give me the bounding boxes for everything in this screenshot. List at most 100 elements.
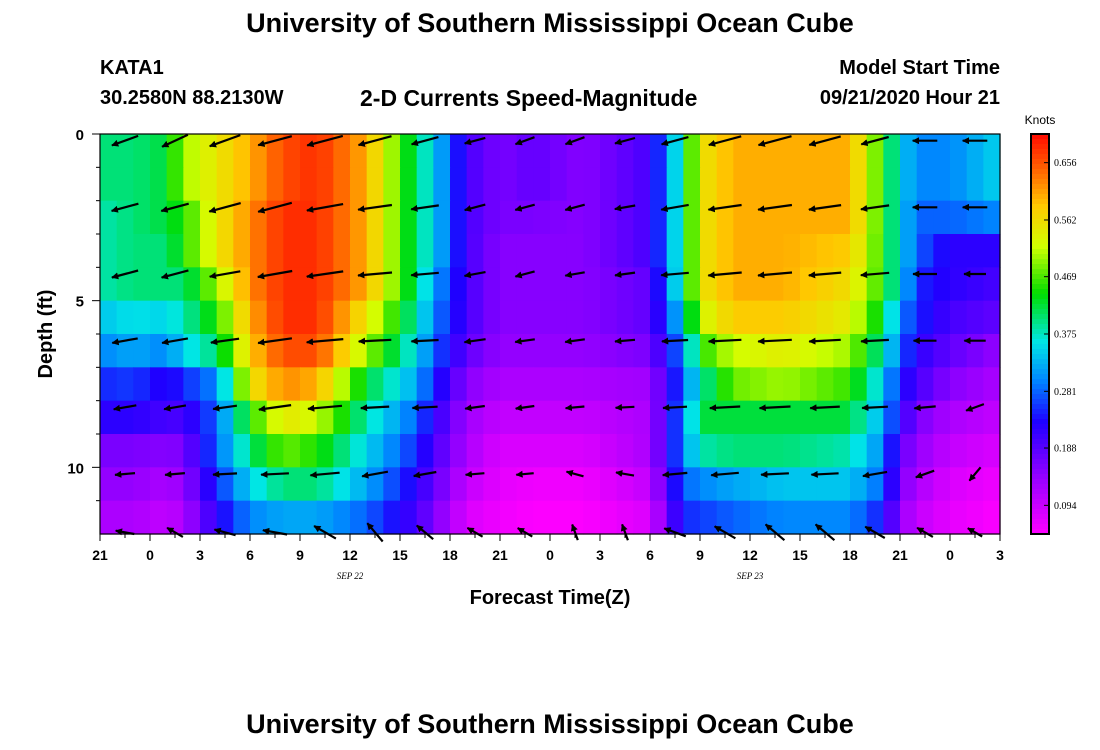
current-vector	[464, 203, 486, 212]
heatmap-cell	[283, 500, 301, 535]
current-vector	[757, 271, 793, 279]
heatmap-cell	[400, 467, 418, 502]
heatmap-cell	[116, 234, 134, 268]
heatmap-cell	[650, 300, 668, 335]
heatmap-cell	[100, 267, 118, 302]
current-vector	[713, 525, 736, 540]
current-vector	[620, 523, 629, 541]
heatmap-cell	[583, 300, 601, 335]
heatmap-cell	[416, 267, 434, 302]
heatmap-cell	[633, 234, 651, 268]
heatmap-cell	[116, 500, 134, 535]
heatmap-cell	[333, 367, 351, 402]
heatmap-cell	[400, 267, 418, 302]
date-label: SEP 22	[337, 571, 364, 581]
current-vector	[514, 270, 535, 279]
heatmap-cell	[233, 234, 251, 268]
heatmap-cell	[200, 367, 218, 402]
heatmap-cell	[150, 500, 168, 535]
heatmap-cell	[566, 167, 584, 202]
heatmap-cell	[850, 467, 868, 502]
heatmap-cell	[766, 200, 784, 235]
heatmap-cell	[400, 234, 418, 268]
heatmap-cell	[783, 200, 801, 235]
heatmap-cell	[683, 234, 701, 268]
heatmap-cell	[766, 334, 784, 368]
heatmap-cell	[950, 234, 968, 268]
heatmap-cell	[183, 500, 201, 535]
heatmap-cell	[216, 300, 234, 335]
heatmap-cell	[900, 434, 918, 468]
colorbar-segment	[1031, 444, 1049, 450]
heatmap-cell	[650, 200, 668, 235]
heatmap-cell	[883, 234, 901, 268]
colorbar-segment	[1031, 224, 1049, 230]
heatmap-cell	[683, 467, 701, 502]
current-vector	[309, 471, 340, 479]
heatmap-cell	[383, 167, 401, 202]
heatmap-cell	[500, 500, 518, 535]
current-vector	[710, 471, 739, 479]
heatmap-cell	[266, 400, 284, 435]
heatmap-cell	[600, 434, 618, 468]
current-vector	[758, 404, 791, 412]
colorbar-segment	[1031, 459, 1049, 465]
x-tick-label: 3	[996, 547, 1004, 563]
heatmap-cell	[616, 234, 634, 268]
heatmap-cell	[133, 434, 151, 468]
heatmap-cell	[300, 367, 318, 402]
colorbar-segment	[1031, 394, 1049, 400]
colorbar-segment	[1031, 144, 1049, 150]
heatmap-cell	[666, 334, 684, 368]
heatmap-cell	[700, 134, 718, 168]
heatmap-cell	[550, 334, 568, 368]
heatmap-cell	[866, 500, 884, 535]
heatmap-cell	[383, 500, 401, 535]
colorbar-segment	[1031, 469, 1049, 475]
heatmap-cell	[366, 167, 384, 202]
heatmap-cell	[650, 500, 668, 535]
colorbar-segment	[1031, 204, 1049, 210]
colorbar-segment	[1031, 304, 1049, 310]
heatmap-cell	[933, 334, 951, 368]
heatmap-cell	[316, 167, 334, 202]
heatmap-cell	[166, 234, 184, 268]
heatmap-cell	[516, 234, 534, 268]
heatmap-cell	[716, 300, 734, 335]
x-tick-label: 12	[342, 547, 358, 563]
heatmap-cell	[550, 134, 568, 168]
chart-title: 2-D Currents Speed-Magnitude	[360, 85, 698, 111]
station-id: KATA1	[100, 57, 164, 79]
heatmap-cell	[350, 400, 368, 435]
heatmap-cell	[933, 300, 951, 335]
heatmap-cell	[200, 400, 218, 435]
heatmap-cell	[333, 167, 351, 202]
heatmap-cell	[766, 267, 784, 302]
heatmap-cell	[150, 167, 168, 202]
heatmap-cell	[166, 300, 184, 335]
heatmap-cell	[183, 200, 201, 235]
heatmap-cell	[350, 334, 368, 368]
heatmap-cell	[933, 200, 951, 235]
heatmap-cell	[183, 300, 201, 335]
current-vector	[410, 337, 439, 345]
heatmap-cell	[233, 334, 251, 368]
heatmap-cell	[383, 300, 401, 335]
heatmap-cell	[483, 267, 501, 302]
heatmap-cell	[750, 134, 768, 168]
heatmap-cell	[766, 300, 784, 335]
colorbar-segment	[1031, 524, 1049, 530]
heatmap-cell	[983, 467, 1001, 502]
colorbar-segment	[1031, 264, 1049, 270]
heatmap-cell	[866, 167, 884, 202]
x-tick-label: 21	[892, 547, 908, 563]
heatmap-cell	[816, 400, 834, 435]
heatmap-cell	[666, 300, 684, 335]
y-tick-label: 0	[76, 127, 84, 144]
current-vector	[757, 135, 792, 147]
heatmap-cell	[350, 267, 368, 302]
colorbar-segment	[1031, 414, 1049, 420]
colorbar-segment	[1031, 239, 1049, 245]
page-title: University of Southern Mississippi Ocean…	[246, 8, 854, 38]
heatmap-cell	[683, 367, 701, 402]
